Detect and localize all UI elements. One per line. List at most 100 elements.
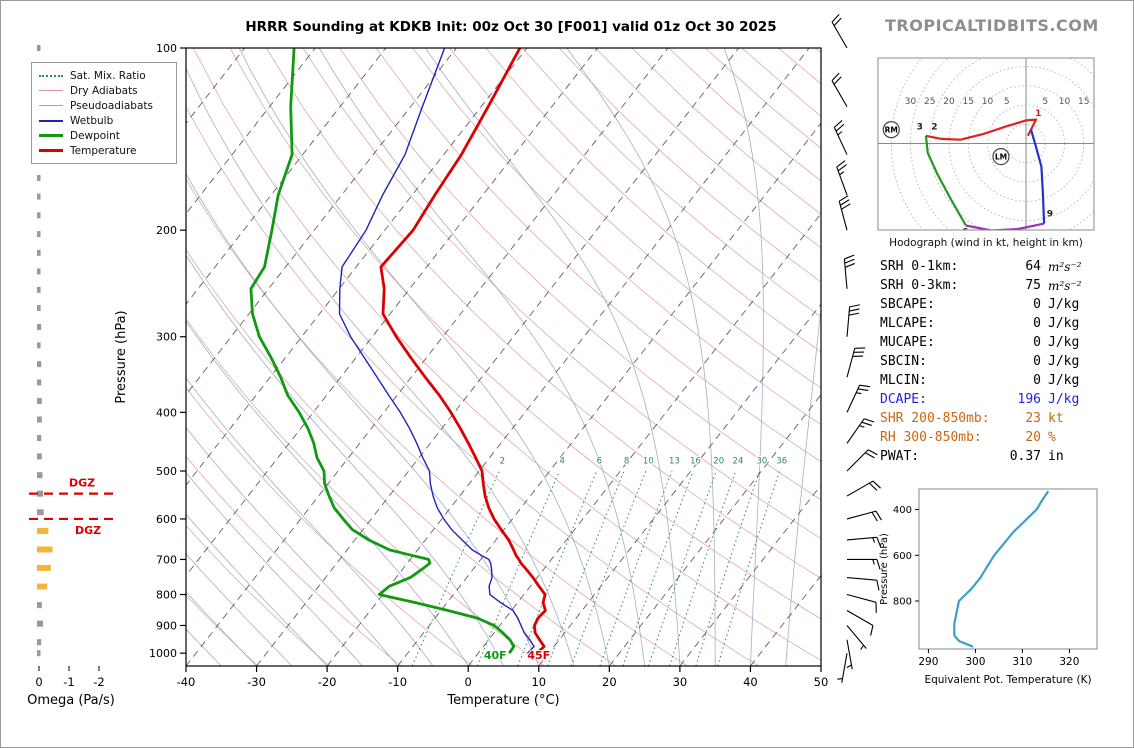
stats-panel: SRH 0-1km: 64 m²s⁻² SRH 0-3km: 75 m²s⁻² SBCAPE… [880, 257, 1108, 466]
stat-unit: J/kg [1048, 354, 1080, 369]
svg-text:-40: -40 [177, 675, 196, 689]
svg-text:20: 20 [602, 675, 617, 689]
theta-e-panel: 400 600 800 290 300 310 320 Equivalent Pot. Tem… [879, 488, 1098, 686]
svg-text:800: 800 [893, 597, 912, 608]
svg-text:30: 30 [756, 457, 767, 467]
legend-item: Dewpoint [39, 128, 169, 143]
dgz-markers: DGZ DGZ [29, 477, 114, 537]
wind-barb [838, 195, 851, 231]
wind-barb [846, 609, 874, 636]
wind-barb [846, 347, 866, 378]
svg-text:1000: 1000 [149, 647, 177, 660]
legend-line-sample [39, 90, 63, 91]
theta-e-curve [953, 490, 1050, 648]
svg-text:20: 20 [713, 457, 724, 467]
stat-value: 75 [1025, 278, 1041, 293]
svg-text:2: 2 [500, 457, 505, 467]
stat-unit: J/kg [1048, 297, 1080, 312]
stat-value: 64 [1025, 259, 1041, 274]
svg-text:LM: LM [995, 153, 1007, 162]
svg-text:DGZ: DGZ [75, 524, 101, 537]
legend-item-label: Pseudoadiabats [70, 99, 153, 112]
stat-row: SRH 0-3km: 75 m²s⁻² [880, 276, 1108, 295]
theta-e-xlabel: Equivalent Pot. Temperature (K) [924, 674, 1091, 686]
stat-value: 0 [1033, 373, 1041, 388]
mixing-ratio-labels: 2 4 6 8 10 13 16 20 24 30 36 [498, 455, 788, 468]
svg-text:5: 5 [1042, 97, 1048, 107]
svg-text:290: 290 [918, 656, 938, 668]
sounding-profiles [249, 48, 547, 655]
svg-text:-2: -2 [93, 675, 104, 689]
svg-text:15: 15 [1078, 97, 1089, 107]
temperature-curve [379, 48, 547, 655]
stat-label: RH 300-850mb: [880, 430, 982, 445]
stat-value: 0.37 [1009, 449, 1041, 464]
hodograph-trace-0-3km [925, 118, 1038, 141]
svg-text:6: 6 [962, 227, 968, 237]
svg-text:0: 0 [465, 675, 472, 689]
svg-text:10: 10 [1059, 97, 1071, 107]
svg-text:310: 310 [1012, 656, 1032, 668]
stat-row: MLCIN: 0 J/kg [880, 371, 1108, 390]
storm-motion-rm [882, 121, 900, 139]
svg-text:15: 15 [963, 97, 974, 107]
hodograph-trace-9-12km [1029, 129, 1046, 224]
stat-value: 0 [1033, 354, 1041, 369]
isotherm-lines [186, 48, 821, 666]
svg-text:2: 2 [931, 123, 937, 133]
wind-barb-column [831, 14, 882, 683]
legend-line-sample [39, 134, 63, 137]
stat-unit: J/kg [1048, 373, 1080, 388]
stat-row: SBCIN: 0 J/kg [880, 352, 1108, 371]
wind-barb [831, 72, 848, 107]
svg-text:40: 40 [743, 675, 758, 689]
tropicaltidbits-logo: TROPICALTIDBITS.COM [885, 16, 1099, 35]
wind-barb [846, 593, 877, 613]
svg-text:320: 320 [1059, 656, 1079, 668]
stat-label: MUCAPE: [880, 335, 935, 350]
svg-text:30: 30 [673, 675, 688, 689]
pressure-axis-label: Pressure (hPa) [114, 310, 129, 403]
hodograph-trace-6-9km [965, 222, 1045, 230]
skewt-background [186, 48, 821, 666]
stat-unit: J/kg [1048, 335, 1080, 350]
stat-unit: J/kg [1048, 316, 1080, 331]
wind-barb [833, 120, 848, 155]
svg-text:4: 4 [560, 457, 565, 467]
svg-text:5: 5 [1004, 97, 1010, 107]
stat-value: 0 [1033, 335, 1041, 350]
svg-text:600: 600 [156, 513, 177, 526]
mixing-ratio-lines [411, 470, 780, 666]
svg-text:45F: 45F [527, 649, 550, 662]
svg-text:50: 50 [814, 675, 829, 689]
stat-label: SHR 200-850mb: [880, 411, 990, 426]
svg-text:6: 6 [597, 457, 602, 467]
svg-text:8: 8 [624, 457, 629, 467]
svg-text:-30: -30 [247, 675, 266, 689]
wind-barb [831, 14, 848, 49]
svg-text:200: 200 [156, 224, 177, 237]
svg-text:500: 500 [156, 465, 177, 478]
svg-text:100: 100 [156, 42, 177, 55]
theta-e-curve-group [953, 490, 1050, 648]
legend-line-sample [39, 149, 63, 152]
stat-value: 20 [1025, 430, 1041, 445]
hodograph: 30 25 20 15 10 5 5 10 15 1 23 6 9 RM LM [878, 58, 1094, 237]
wind-barb [846, 536, 882, 548]
temperature-axis-label: Temperature (°C) [446, 693, 559, 708]
wind-barb [837, 653, 848, 683]
svg-text:400: 400 [893, 505, 912, 516]
hodograph-caption: Hodograph (wind in kt, height in km) [889, 237, 1083, 249]
wind-barb [846, 639, 853, 670]
wetbulb-curve [338, 48, 535, 654]
svg-text:30: 30 [905, 97, 917, 107]
legend-item: Sat. Mix. Ratio [39, 68, 169, 83]
hodograph-border [877, 57, 1095, 231]
svg-text:700: 700 [156, 553, 177, 566]
legend-item: Dry Adiabats [39, 83, 169, 98]
legend-item-label: Dewpoint [70, 129, 120, 142]
stat-label: MLCAPE: [880, 316, 935, 331]
wind-barb [847, 558, 881, 570]
stat-row: MUCAPE: 0 J/kg [880, 333, 1108, 352]
